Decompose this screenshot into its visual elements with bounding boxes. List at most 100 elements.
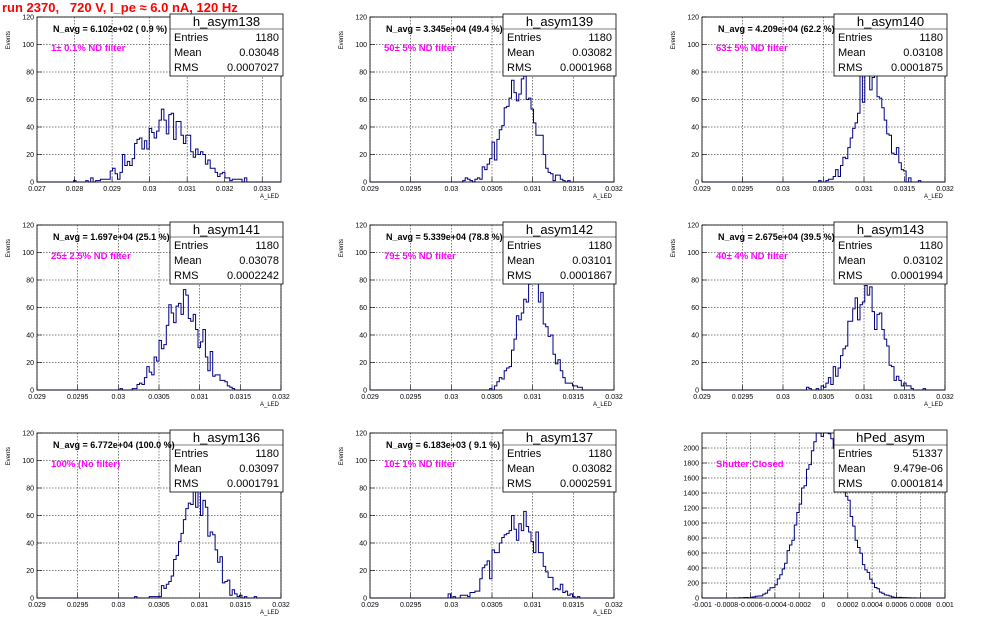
x-tick-label: 0.029 [693, 186, 711, 193]
y-tick-label: 1200 [683, 506, 699, 513]
x-tick-label: 0.031 [524, 186, 542, 193]
x-tick-label: 0.0295 [400, 394, 422, 401]
y-tick-label: 1400 [683, 491, 699, 498]
y-tick-label: 800 [687, 536, 699, 543]
y-tick-label: 120 [22, 431, 34, 438]
stats-key-entries: Entries [507, 448, 542, 460]
x-tick-label: 0.032 [936, 186, 954, 193]
filter-label: 10± 1% ND filter [384, 459, 456, 470]
y-tick-label: 400 [687, 566, 699, 573]
y-tick-label: 40 [26, 333, 34, 340]
x-tick-label: 0.03 [112, 394, 126, 401]
x-tick-label: 0.032 [605, 394, 623, 401]
stats-key-entries: Entries [838, 448, 873, 460]
x-tick-label: 0.0006 [886, 602, 908, 609]
y-axis-title: Events [6, 447, 12, 465]
x-tick-label: 0.0305 [148, 602, 170, 609]
y-tick-label: 0 [30, 388, 34, 395]
x-tick-label: 0.031 [191, 602, 209, 609]
y-tick-label: 20 [26, 360, 34, 367]
x-tick-label: 0.0315 [230, 394, 252, 401]
stats-value-entries: 1180 [588, 240, 612, 252]
stats-box [169, 429, 284, 493]
n-avg-label: N_avg = 6.772e+04 (100.0 %) [53, 440, 175, 450]
y-tick-label: 60 [691, 305, 699, 312]
y-tick-label: 2000 [683, 446, 699, 453]
y-tick-label: 40 [691, 333, 699, 340]
y-tick-label: 120 [687, 15, 699, 22]
x-axis-title: A_LED [593, 610, 613, 616]
y-tick-label: 40 [359, 541, 367, 548]
stats-key-rms: RMS [174, 478, 198, 490]
x-tick-label: 0.032 [605, 602, 623, 609]
x-tick-label: 0.029 [693, 394, 711, 401]
histogram-name: h_asym139 [526, 14, 593, 29]
y-tick-label: 20 [359, 568, 367, 575]
stats-value-entries: 1180 [255, 448, 279, 460]
x-axis-title: A_LED [260, 610, 280, 616]
x-tick-label: 0.03 [776, 394, 790, 401]
stats-key-rms: RMS [838, 62, 862, 74]
stats-key-entries: Entries [174, 240, 209, 252]
x-tick-label: 0.0305 [813, 394, 835, 401]
x-tick-label: 0.03 [445, 186, 459, 193]
filter-label: 79± 5% ND filter [384, 251, 456, 262]
x-tick-label: 0.0315 [563, 394, 585, 401]
y-tick-label: 100 [22, 250, 34, 257]
y-tick-label: 120 [22, 223, 34, 230]
stats-box [169, 221, 284, 285]
histogram-name: hPed_asym [856, 430, 925, 445]
stats-key-entries: Entries [838, 240, 873, 252]
y-tick-label: 80 [26, 70, 34, 77]
n-avg-label: N_avg = 6.102e+02 ( 0.9 %) [53, 24, 167, 34]
x-tick-label: -0.0006 [739, 602, 763, 609]
n-avg-label: N_avg = 5.339e+04 (78.8 %) [386, 232, 503, 242]
y-tick-label: 60 [26, 513, 34, 520]
y-axis-title: Events [339, 447, 345, 465]
stats-value-rms: 0.0001875 [891, 62, 943, 74]
stats-box [169, 13, 284, 77]
y-tick-label: 120 [22, 15, 34, 22]
stats-value-mean: 0.03102 [903, 255, 943, 267]
stats-value-mean: 0.03097 [239, 463, 279, 475]
y-tick-label: 40 [26, 541, 34, 548]
stats-value-rms: 0.0001791 [227, 478, 279, 490]
stats-value-entries: 1180 [255, 240, 279, 252]
stats-key-mean: Mean [174, 255, 202, 267]
stats-value-mean: 0.03082 [572, 463, 612, 475]
x-tick-label: 0.0305 [481, 602, 503, 609]
histogram-panel-h-asym139: 0.029 0.0295 0.03 0.0305 0.031 0.0315 0.032 0 20… [339, 13, 623, 200]
x-tick-label: 0.0004 [861, 602, 883, 609]
y-tick-label: 0 [363, 180, 367, 187]
stats-box [502, 13, 617, 77]
x-tick-label: 0.033 [253, 186, 271, 193]
x-tick-label: 0.0305 [148, 394, 170, 401]
histogram-panel-h-asym136: 0.029 0.0295 0.03 0.0305 0.031 0.0315 0.032 0 20… [6, 429, 290, 616]
n-avg-label: N_avg = 4.209e+04 (62.2 %) [718, 24, 835, 34]
y-tick-label: 0 [695, 180, 699, 187]
histogram-panel-h-asym140: 0.029 0.0295 0.03 0.0305 0.031 0.0315 0.032 0 20… [671, 13, 954, 200]
x-tick-label: 0.031 [191, 394, 209, 401]
stats-value-entries: 1180 [919, 32, 943, 44]
stats-value-rms: 0.0007027 [227, 62, 279, 74]
stats-value-rms: 0.0001968 [560, 62, 612, 74]
histogram-panel-hped-asym: -0.001 -0.0008 -0.0006 -0.0004 -0.0002 0 0.000… [683, 429, 954, 609]
histogram-line [702, 432, 945, 599]
y-tick-label: 1000 [683, 521, 699, 528]
x-tick-label: 0.029 [361, 394, 379, 401]
x-tick-label: -0.0008 [714, 602, 738, 609]
y-tick-label: 100 [22, 458, 34, 465]
x-axis-title: A_LED [260, 402, 280, 408]
x-tick-label: 0.029 [103, 186, 121, 193]
y-tick-label: 80 [26, 278, 34, 285]
y-tick-label: 0 [363, 388, 367, 395]
stats-value-mean: 0.03048 [239, 47, 279, 59]
x-tick-label: 0.031 [524, 602, 542, 609]
filter-label: Shutter Closed [716, 459, 784, 470]
n-avg-label: N_avg = 6.183e+03 ( 9.1 %) [386, 440, 500, 450]
x-tick-label: 0.031 [855, 186, 873, 193]
stats-key-rms: RMS [507, 270, 531, 282]
y-tick-label: 20 [359, 152, 367, 159]
y-tick-label: 60 [26, 97, 34, 104]
y-tick-label: 20 [691, 360, 699, 367]
